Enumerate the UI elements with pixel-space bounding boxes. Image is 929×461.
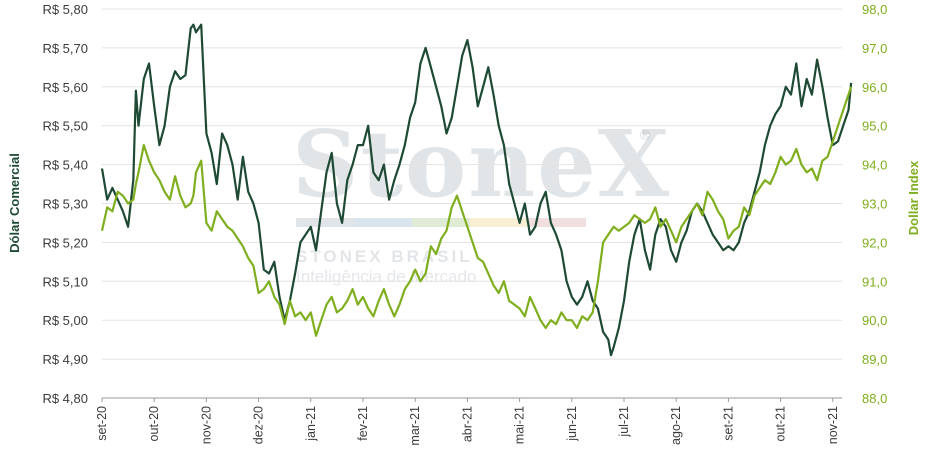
watermark-company: STONEX BRASIL	[296, 247, 473, 266]
x-tick-label: jul-21	[617, 406, 631, 438]
watermark-logo-text: StoneX	[292, 110, 671, 218]
series-group	[100, 23, 853, 357]
left-tick-label: R$ 5,70	[42, 41, 88, 56]
x-tick-label: nov-20	[199, 406, 213, 444]
watermark-reg-mark: ®	[638, 128, 654, 144]
right-tick-label: 91,0	[862, 274, 887, 289]
x-tick-label: mai-21	[513, 406, 527, 444]
left-tick-label: R$ 5,10	[42, 274, 88, 289]
x-tick-label: ago-21	[669, 406, 683, 445]
right-axis-ticks: 88,0 89,0 90,0 91,0 92,0 93,0 94,0 95,0 96,0 97,0…	[862, 2, 887, 406]
watermark-stripe-segment	[470, 218, 528, 227]
right-tick-label: 90,0	[862, 313, 887, 328]
left-tick-label: R$ 5,00	[42, 313, 88, 328]
x-tick-label: abr-21	[460, 406, 474, 442]
series-line-dolar-comercial	[100, 23, 853, 357]
x-tick-label: out-21	[774, 406, 788, 441]
x-tick-label: dez-20	[252, 406, 266, 444]
x-tick-label: nov-21	[826, 406, 840, 444]
right-tick-label: 96,0	[862, 80, 887, 95]
watermark-tagline: Inteligência de Mercado	[296, 267, 477, 286]
left-tick-label: R$ 5,30	[42, 197, 88, 212]
x-tick-label: set-20	[95, 406, 109, 441]
right-tick-label: 89,0	[862, 352, 887, 367]
right-axis-title: Dollar Index	[906, 160, 921, 235]
right-tick-label: 95,0	[862, 119, 887, 134]
right-tick-label: 93,0	[862, 197, 887, 212]
watermark-stripe-segment	[354, 218, 412, 227]
watermark-stripe-segment	[412, 218, 470, 227]
watermark-stripe-segment	[296, 218, 354, 227]
left-axis-ticks: R$ 4,80 R$ 4,90 R$ 5,00 R$ 5,10 R$ 5,20 R$ 5,…	[42, 2, 88, 406]
right-tick-label: 92,0	[862, 235, 887, 250]
left-tick-label: R$ 4,90	[42, 352, 88, 367]
right-tick-label: 94,0	[862, 158, 887, 173]
x-tick-label: jan-21	[304, 406, 318, 442]
watermark-color-stripe	[296, 218, 586, 227]
right-tick-label: 98,0	[862, 2, 887, 17]
left-tick-label: R$ 5,80	[42, 2, 88, 17]
left-tick-label: R$ 4,80	[42, 391, 88, 406]
watermark-stripe-segment	[528, 218, 586, 227]
x-tick-label: set-21	[721, 406, 735, 441]
left-tick-label: R$ 5,50	[42, 119, 88, 134]
x-tick-label: out-20	[147, 406, 161, 441]
x-tick-label: jun-21	[565, 406, 579, 442]
x-axis-ticks: set-20 out-20 nov-20 dez-20 jan-21 fev-21 mar-…	[95, 398, 840, 446]
right-tick-label: 97,0	[862, 41, 887, 56]
x-tick-label: fev-21	[356, 406, 370, 441]
watermark: StoneX ® STONEX BRASIL Inteligência de M…	[292, 110, 671, 286]
x-tick-label: mar-21	[408, 406, 422, 446]
left-tick-label: R$ 5,40	[42, 158, 88, 173]
right-tick-label: 88,0	[862, 391, 887, 406]
left-axis-title: Dólar Comercial	[7, 153, 22, 253]
left-tick-label: R$ 5,60	[42, 80, 88, 95]
series-line-dollar-index	[100, 86, 853, 337]
left-tick-label: R$ 5,20	[42, 235, 88, 250]
